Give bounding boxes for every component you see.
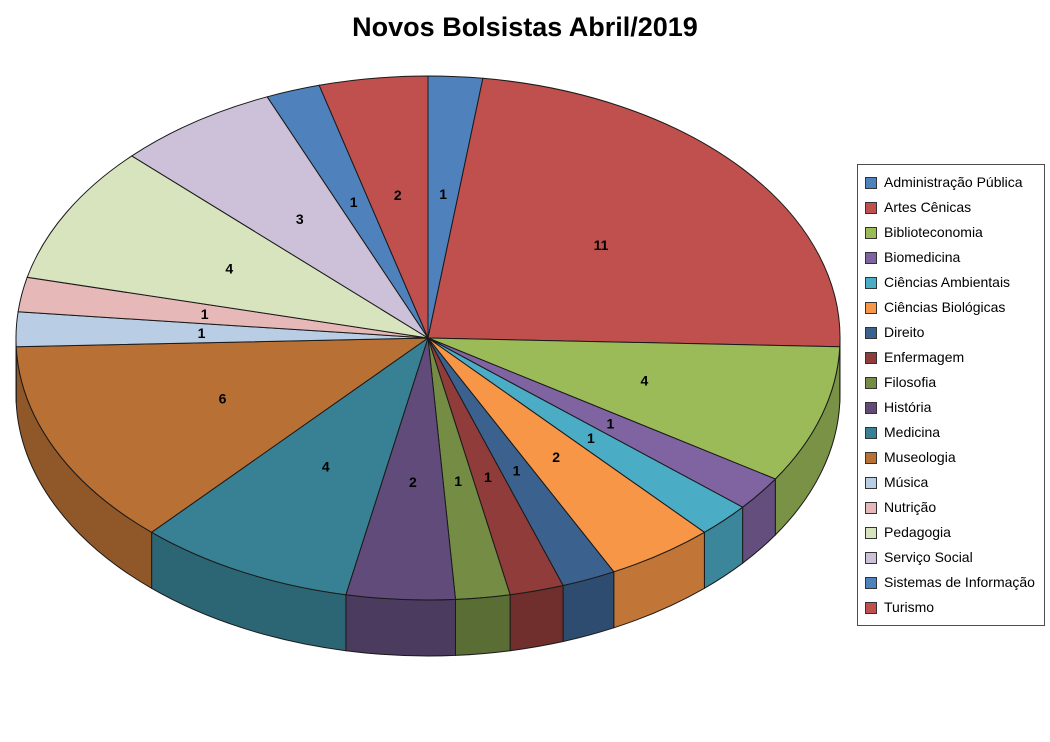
pie-slice	[130, 96, 429, 339]
data-label: 1	[350, 194, 358, 210]
legend-label: Ciências Biológicas	[884, 299, 1006, 315]
legend-swatch	[865, 451, 877, 464]
legend-label: Enfermagem	[884, 349, 965, 365]
legend-label: Biblioteconomia	[884, 224, 983, 240]
data-label: 2	[552, 449, 560, 465]
legend-swatch	[865, 176, 877, 189]
pie-slice	[427, 337, 841, 480]
legend-swatch	[865, 301, 877, 314]
data-label: 11	[594, 237, 609, 253]
legend-item: Enfermagem	[858, 345, 1044, 370]
legend-item: Medicina	[858, 420, 1044, 445]
legend-label: Ciências Ambientais	[884, 274, 1011, 290]
legend-item: Turismo	[858, 595, 1044, 620]
legend-item: História	[858, 395, 1044, 420]
data-label: 1	[454, 473, 462, 489]
legend-swatch	[865, 376, 877, 389]
data-label: 4	[641, 373, 649, 389]
pie-slice	[15, 337, 430, 533]
legend-swatch	[865, 251, 877, 264]
legend-label: Artes Cênicas	[884, 199, 972, 215]
data-label: 1	[607, 416, 615, 432]
pie-slice-side	[509, 584, 564, 652]
legend-swatch	[865, 351, 877, 364]
data-label: 1	[439, 186, 447, 202]
legend-item: Filosofia	[858, 370, 1044, 395]
legend-swatch	[865, 601, 877, 614]
legend-swatch	[865, 576, 877, 589]
legend-item: Biomedicina	[858, 245, 1044, 270]
legend-label: Administração Pública	[884, 174, 1023, 190]
legend-label: Direito	[884, 324, 925, 340]
legend-swatch	[865, 201, 877, 214]
legend-label: Filosofia	[884, 374, 937, 390]
legend-item: Ciências Biológicas	[858, 295, 1044, 320]
legend-label: Pedagogia	[884, 524, 951, 540]
legend-label: Turismo	[884, 599, 935, 615]
legend-label: Biomedicina	[884, 249, 961, 265]
legend-label: Nutrição	[884, 499, 937, 515]
pie-slice-side	[455, 594, 511, 656]
pie-slice	[427, 77, 841, 348]
data-label: 1	[587, 430, 595, 446]
pie-slice	[26, 155, 429, 339]
legend-swatch	[865, 526, 877, 539]
legend-swatch	[865, 501, 877, 514]
legend-label: Museologia	[884, 449, 956, 465]
pie-slice	[318, 75, 429, 339]
data-label: 1	[484, 469, 492, 485]
data-label: 2	[409, 474, 417, 490]
data-label: 4	[322, 459, 330, 475]
legend: Administração Pública Artes Cênicas Biblio…	[857, 164, 1045, 626]
legend-swatch	[865, 401, 877, 414]
data-label: 6	[219, 391, 227, 407]
legend-swatch	[865, 426, 877, 439]
legend-label: Música	[884, 474, 929, 490]
legend-item: Nutrição	[858, 495, 1044, 520]
legend-label: História	[884, 399, 932, 415]
legend-swatch	[865, 476, 877, 489]
legend-item: Artes Cênicas	[858, 195, 1044, 220]
data-label: 3	[296, 211, 304, 227]
data-label: 1	[513, 463, 521, 479]
pie-slice-side	[345, 594, 456, 657]
legend-item: Museologia	[858, 445, 1044, 470]
legend-swatch	[865, 276, 877, 289]
legend-item: Biblioteconomia	[858, 220, 1044, 245]
legend-swatch	[865, 551, 877, 564]
chart-title: Novos Bolsistas Abril/2019	[352, 12, 698, 42]
legend-item: Serviço Social	[858, 545, 1044, 570]
legend-swatch	[865, 226, 877, 239]
data-label: 4	[225, 261, 233, 277]
data-label: 1	[201, 306, 209, 322]
data-label: 2	[394, 187, 402, 203]
legend-item: Ciências Ambientais	[858, 270, 1044, 295]
data-label: 1	[198, 325, 206, 341]
legend-label: Serviço Social	[884, 549, 973, 565]
legend-label: Medicina	[884, 424, 941, 440]
pie-slice	[150, 336, 429, 596]
legend-item: Sistemas de Informação	[858, 570, 1044, 595]
legend-item: Direito	[858, 320, 1044, 345]
legend-item: Administração Pública	[858, 170, 1044, 195]
legend-label: Sistemas de Informação	[884, 574, 1035, 590]
legend-swatch	[865, 326, 877, 339]
legend-item: Música	[858, 470, 1044, 495]
legend-item: Pedagogia	[858, 520, 1044, 545]
